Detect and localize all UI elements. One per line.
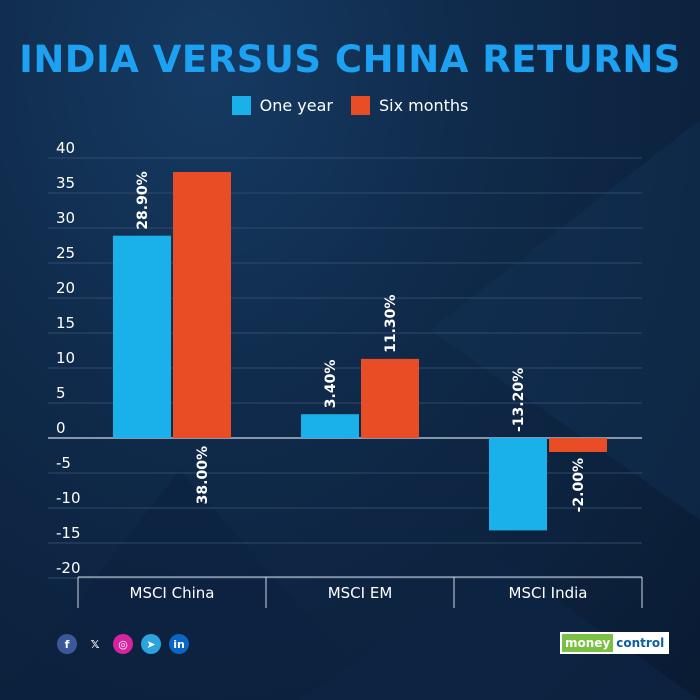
bar-six-months: [361, 358, 419, 438]
instagram-icon[interactable]: ◎: [113, 634, 133, 654]
legend-label-six-months: Six months: [378, 96, 469, 115]
category-label: MSCI China: [130, 584, 215, 602]
facebook-icon[interactable]: f: [57, 634, 77, 654]
legend: One year Six months: [0, 96, 700, 115]
bar-one-year: [113, 235, 171, 438]
legend-item-six-months: Six months: [350, 96, 469, 115]
legend-label-one-year: One year: [259, 96, 333, 115]
category-label: MSCI India: [509, 584, 588, 602]
y-tick-label: 25: [56, 244, 75, 262]
data-label: 28.90%: [135, 171, 151, 229]
category-label: MSCI EM: [328, 584, 393, 602]
y-tick-label: 30: [56, 209, 75, 227]
y-tick-label: 20: [56, 279, 75, 297]
bar-one-year: [301, 414, 359, 438]
legend-swatch-one-year: [231, 96, 251, 115]
moneycontrol-logo: money control: [560, 632, 670, 654]
bar-one-year: [489, 438, 547, 531]
data-label: -2.00%: [571, 458, 587, 512]
y-tick-label: 40: [56, 139, 75, 157]
y-tick-label: 5: [56, 384, 66, 402]
legend-item-one-year: One year: [231, 96, 333, 115]
x-icon[interactable]: 𝕏: [90, 637, 100, 651]
y-tick-label: -10: [56, 489, 81, 507]
y-tick-label: 0: [56, 419, 66, 437]
bar-six-months: [173, 172, 231, 438]
y-tick-label: -20: [56, 559, 81, 577]
data-label: -13.20%: [511, 368, 527, 432]
linkedin-icon[interactable]: in: [169, 634, 189, 654]
data-label: 38.00%: [195, 446, 211, 504]
brand-control: control: [613, 634, 668, 652]
y-tick-label: 10: [56, 349, 75, 367]
bar-six-months: [549, 438, 607, 452]
data-label: 3.40%: [323, 360, 339, 409]
y-tick-label: -5: [56, 454, 71, 472]
brand-money: money: [562, 634, 614, 652]
y-tick-label: 15: [56, 314, 75, 332]
legend-swatch-six-months: [350, 96, 370, 115]
telegram-icon[interactable]: ➤: [141, 634, 161, 654]
social-icons: f 𝕏 ◎ ➤ in: [57, 634, 189, 654]
y-tick-label: 35: [56, 174, 75, 192]
y-tick-label: -15: [56, 524, 81, 542]
chart-title: INDIA VERSUS CHINA RETURNS: [19, 38, 681, 81]
data-label: 11.30%: [383, 295, 399, 353]
